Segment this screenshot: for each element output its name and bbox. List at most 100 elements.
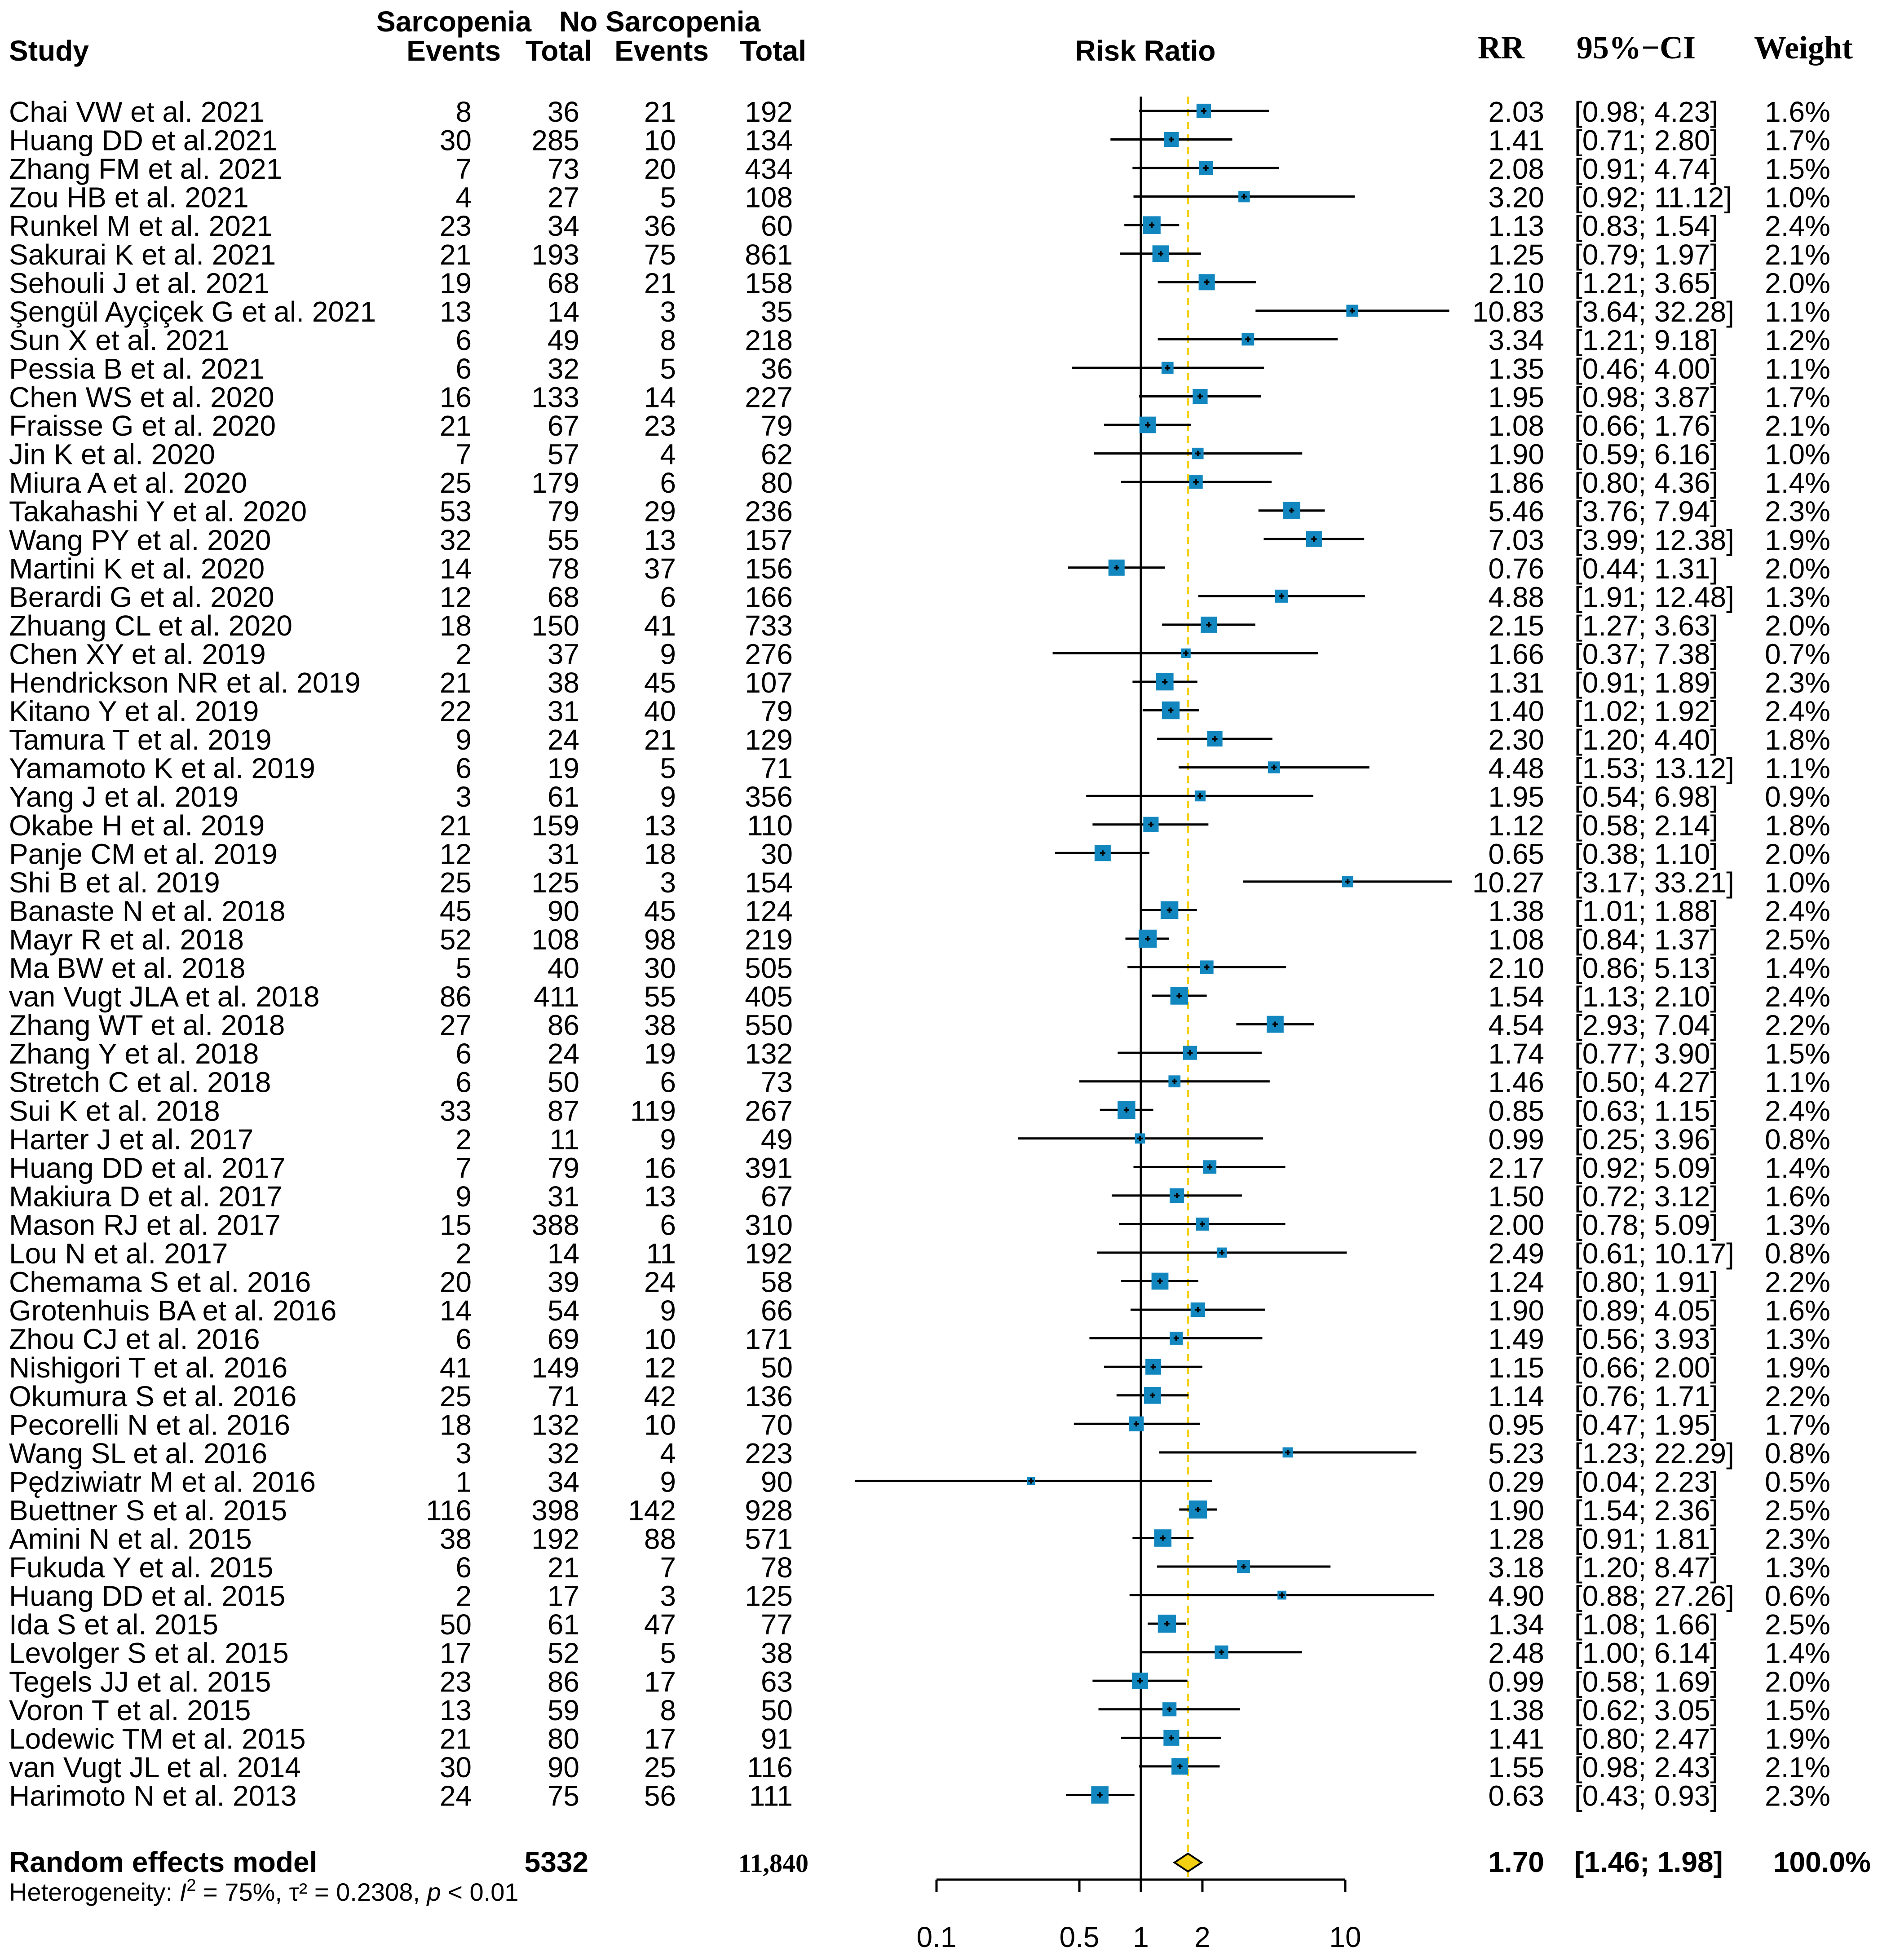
rr-value: 1.41 [1488,1722,1544,1755]
total-no-sarcopenia: 192 [745,96,793,128]
study-name: Jin K et al. 2020 [9,438,215,471]
rr-value: 3.20 [1488,181,1544,214]
study-row: Lodewic TM et al. 2015 21 80 17 91 1.41 [0.80;… [9,1722,1830,1755]
rr-value: 4.88 [1488,581,1544,613]
weight-value: 1.1% [1765,752,1830,785]
study-row: Runkel M et al. 2021 23 34 36 60 1.13 [0.83; 1… [9,210,1830,242]
events-no-sarcopenia: 17 [644,1665,676,1698]
ci-value: [3.17; 33.21] [1574,866,1734,899]
events-sarcopenia: 6 [455,1037,472,1070]
rr-value: 4.90 [1488,1580,1544,1612]
x-tick-label: 0.1 [917,1921,957,1953]
pooled-label: Random effects model [9,1846,317,1878]
events-no-sarcopenia: 9 [660,638,676,670]
total-no-sarcopenia: 356 [745,781,793,813]
study-name: Chen WS et al. 2020 [9,381,274,414]
total-no-sarcopenia: 58 [761,1266,793,1298]
weight-value: 1.6% [1765,1294,1830,1327]
ci-value: [0.25; 3.96] [1574,1123,1718,1156]
rr-value: 2.48 [1488,1637,1544,1669]
study-row: Harimoto N et al. 2013 24 75 56 111 0.63 [0.43… [9,1779,1830,1812]
weight-value: 1.0% [1765,438,1830,471]
study-row: Tamura T et al. 2019 9 24 21 129 2.30 [1.20; 4… [9,724,1830,756]
ci-value: [1.23; 22.29] [1574,1437,1734,1470]
events-no-sarcopenia: 14 [644,381,676,414]
weight-value: 1.9% [1765,1722,1830,1755]
rr-value: 0.99 [1488,1665,1544,1698]
total-sarcopenia: 80 [548,1722,579,1755]
study-row: Şengül Ayçiçek G et al. 2021 13 14 3 35 10.83… [9,296,1830,328]
pooled-total-2: 11,840 [738,1849,808,1878]
total-sarcopenia: 61 [548,781,579,813]
total-no-sarcopenia: 505 [745,952,793,984]
rr-value: 3.18 [1488,1551,1544,1584]
rr-value: 0.29 [1488,1466,1544,1498]
events-no-sarcopenia: 38 [644,1009,676,1042]
weight-value: 0.5% [1765,1466,1830,1498]
weight-value: 2.4% [1765,980,1830,1013]
study-name: Fukuda Y et al. 2015 [9,1551,273,1584]
total-sarcopenia: 40 [548,952,579,984]
events-sarcopenia: 2 [455,1237,472,1270]
events-sarcopenia: 17 [440,1637,472,1669]
events-sarcopenia: 15 [440,1209,472,1241]
weight-value: 1.2% [1765,324,1830,356]
header-ci: 95%−CI [1577,30,1696,66]
ci-value: [0.61; 10.17] [1574,1237,1734,1270]
study-row: Wang PY et al. 2020 32 55 13 157 7.03 [3.99; 1… [9,524,1830,556]
events-no-sarcopenia: 7 [660,1551,676,1584]
total-sarcopenia: 27 [548,181,579,214]
total-sarcopenia: 31 [548,695,579,728]
ci-value: [0.62; 3.05] [1574,1694,1718,1726]
rr-value: 1.74 [1488,1037,1544,1070]
events-no-sarcopenia: 6 [660,1209,676,1241]
total-no-sarcopenia: 30 [761,838,793,870]
study-name: Lou N et al. 2017 [9,1237,228,1270]
events-sarcopenia: 6 [455,752,472,785]
weight-value: 1.0% [1765,866,1830,899]
ci-value: [0.43; 0.93] [1574,1779,1718,1812]
total-no-sarcopenia: 276 [745,638,793,670]
weight-value: 1.3% [1765,1323,1830,1355]
events-sarcopenia: 18 [440,1408,472,1441]
study-row: Banaste N et al. 2018 45 90 45 124 1.38 [1.01;… [9,895,1830,927]
events-no-sarcopenia: 17 [644,1722,676,1755]
study-name: Chen XY et al. 2019 [9,638,266,670]
ci-value: [0.79; 1.97] [1574,238,1718,271]
total-sarcopenia: 24 [548,1037,579,1070]
events-sarcopenia: 3 [455,1437,472,1470]
total-no-sarcopenia: 156 [745,552,793,585]
study-row: Miura A et al. 2020 25 179 6 80 1.86 [0.80; 4.… [9,467,1830,499]
events-no-sarcopenia: 40 [644,695,676,728]
weight-value: 1.6% [1765,1180,1830,1213]
events-sarcopenia: 8 [455,96,472,128]
study-name: Pessia B et al. 2021 [9,353,265,385]
ci-value: [0.04; 2.23] [1574,1466,1718,1498]
study-row: Panje CM et al. 2019 12 31 18 30 0.65 [0.38; 1… [9,838,1830,870]
events-sarcopenia: 9 [455,724,472,756]
rr-value: 2.10 [1488,267,1544,299]
study-name: Huang DD et al.2021 [9,124,278,157]
study-row: Huang DD et al. 2015 2 17 3 125 4.90 [0.88; 27… [9,1580,1830,1612]
events-no-sarcopenia: 13 [644,1180,676,1213]
events-no-sarcopenia: 4 [660,438,676,471]
weight-value: 1.8% [1765,809,1830,842]
study-row: Shi B et al. 2019 25 125 3 154 10.27 [3.17; 33… [9,866,1830,899]
total-no-sarcopenia: 73 [761,1066,793,1099]
events-sarcopenia: 21 [440,809,472,842]
ci-value: [1.13; 2.10] [1574,980,1718,1013]
weight-value: 2.4% [1765,895,1830,927]
events-no-sarcopenia: 37 [644,552,676,585]
events-sarcopenia: 14 [440,552,472,585]
weight-value: 1.4% [1765,1152,1830,1184]
events-no-sarcopenia: 55 [644,980,676,1013]
ci-value: [0.72; 3.12] [1574,1180,1718,1213]
study-name: Amini N et al. 2015 [9,1523,252,1555]
total-no-sarcopenia: 154 [745,866,793,899]
events-no-sarcopenia: 29 [644,495,676,528]
weight-value: 0.8% [1765,1123,1830,1156]
weight-value: 2.2% [1765,1380,1830,1413]
rr-value: 1.50 [1488,1180,1544,1213]
study-name: Grotenhuis BA et al. 2016 [9,1294,336,1327]
total-no-sarcopenia: 124 [745,895,793,927]
